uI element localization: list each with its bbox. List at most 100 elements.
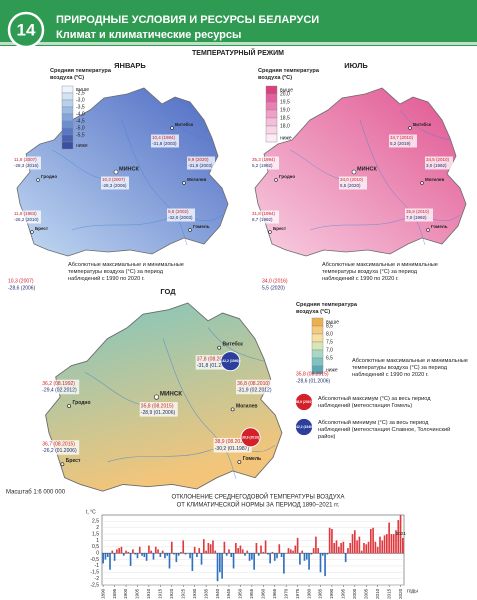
station-min: -28,9 (01.2006) [141, 410, 176, 416]
note-min: 5,5 (2020) [262, 285, 285, 291]
river [359, 119, 426, 246]
bar [209, 544, 212, 554]
legend-swatch [265, 101, 278, 111]
x-tick-label: 1920 [169, 588, 174, 599]
note-text: Абсолютные максимальные и минимальные те… [68, 262, 184, 282]
bar [287, 548, 290, 554]
bar [326, 553, 329, 555]
legend-label: -2,5 [76, 90, 85, 96]
bar [106, 553, 109, 557]
bar [164, 553, 166, 559]
bar [308, 553, 310, 570]
bar [170, 541, 173, 554]
bar [395, 530, 397, 554]
city-dot [170, 126, 174, 130]
bar [132, 549, 134, 554]
bar [159, 553, 162, 557]
y-tick-label: 1,5 [92, 531, 99, 537]
legend-swatch [311, 357, 324, 367]
river [162, 338, 237, 479]
station-max: 34,0 (2010) [340, 177, 364, 182]
note-max: 10,3 (2007) [8, 278, 34, 284]
station-box [139, 402, 178, 417]
legend-title: Средняя температура воздуха (°С) [296, 302, 357, 315]
x-tick-label: 1960 [261, 588, 266, 599]
station-max: 10,4 (1984) [152, 135, 176, 140]
bar [113, 553, 116, 561]
station-min: -29,4 (02.2012) [42, 388, 77, 394]
bar [157, 549, 159, 554]
legend-swatch [61, 99, 74, 108]
note-text: Абсолютные максимальные и минимальные те… [322, 262, 438, 282]
station-min: 3,0 (1992) [426, 163, 447, 168]
y-tick-label: 0,5 [92, 544, 99, 550]
note-max: 35,8 (08.2015) [296, 371, 329, 377]
bar [177, 553, 180, 556]
city-dot [420, 181, 424, 185]
x-tick-label: 1970 [283, 588, 288, 599]
bar [321, 553, 324, 556]
extreme-max-text: Абсолютный максимум (°С) за весь период … [318, 396, 431, 409]
bar [255, 543, 258, 554]
legend-swatch [265, 133, 278, 143]
bar [356, 540, 358, 554]
bar [253, 553, 255, 570]
extreme-label: 38,9 (2010) [242, 435, 259, 439]
legend-swatch [265, 117, 278, 127]
legend-label: -3,0 [76, 97, 85, 103]
bar [214, 550, 217, 554]
city-name: МИНСК [357, 166, 377, 172]
legend-swatch [61, 106, 74, 115]
station-max: 11,8 (1983) [14, 211, 37, 216]
bar [152, 553, 155, 560]
plot-frame [101, 514, 405, 586]
bar [379, 536, 381, 554]
legend-label: выше [76, 87, 89, 93]
bar [111, 550, 114, 554]
legend-swatch [265, 125, 278, 135]
station-min: 5,2 (1992) [252, 163, 273, 168]
station-max: 36,7 (08.2015) [42, 441, 75, 447]
bar [374, 541, 377, 554]
bar [207, 543, 210, 554]
bar [241, 549, 244, 554]
city-name: Могилев [187, 177, 206, 182]
chart-title: ОТКЛОНЕНИЕ СРЕДНЕГОДОВОЙ ТЕМПЕРАТУРЫ ВОЗ… [171, 493, 344, 501]
legend-label: 18,5 [280, 115, 290, 121]
bar [269, 553, 271, 564]
x-tick-label: 1940 [215, 588, 220, 599]
legend-swatch [311, 317, 324, 327]
legend-label: ниже [280, 135, 292, 141]
city-name: Гомель [193, 224, 210, 229]
bar [166, 553, 169, 556]
station-min: -30,2 (01.1987) [215, 446, 250, 452]
note-text: Абсолютные максимальные и минимальные те… [352, 358, 468, 378]
legend-label: выше [326, 319, 339, 325]
city-dot [153, 394, 160, 400]
city-dot [182, 181, 186, 185]
y-tick-label: 2 [96, 525, 99, 531]
x-axis-label: годы [407, 588, 418, 594]
section-title: ТЕМПЕРАТУРНЫЙ РЕЖИМ [192, 48, 284, 57]
station-max: 36,8 (08.2010) [237, 381, 270, 387]
bar [392, 534, 395, 554]
bar [301, 550, 304, 554]
bar [118, 548, 120, 554]
city-dot [30, 230, 34, 234]
x-tick-label: 1935 [203, 588, 208, 599]
bar [367, 541, 370, 554]
bar [315, 536, 317, 554]
y-tick-label: 2,5 [92, 519, 99, 525]
bar [189, 553, 191, 559]
city-name: Гомель [431, 224, 448, 229]
bar [116, 549, 118, 554]
bar [193, 546, 196, 554]
city-name: Гродно [41, 174, 57, 179]
station-min: -28,3 (2006) [102, 183, 127, 188]
legend-swatch [61, 85, 74, 94]
bar [216, 553, 219, 582]
extreme-label: 38,9 (2010) [296, 400, 313, 404]
legend-label: -5,5 [76, 132, 85, 138]
bar [200, 553, 203, 565]
